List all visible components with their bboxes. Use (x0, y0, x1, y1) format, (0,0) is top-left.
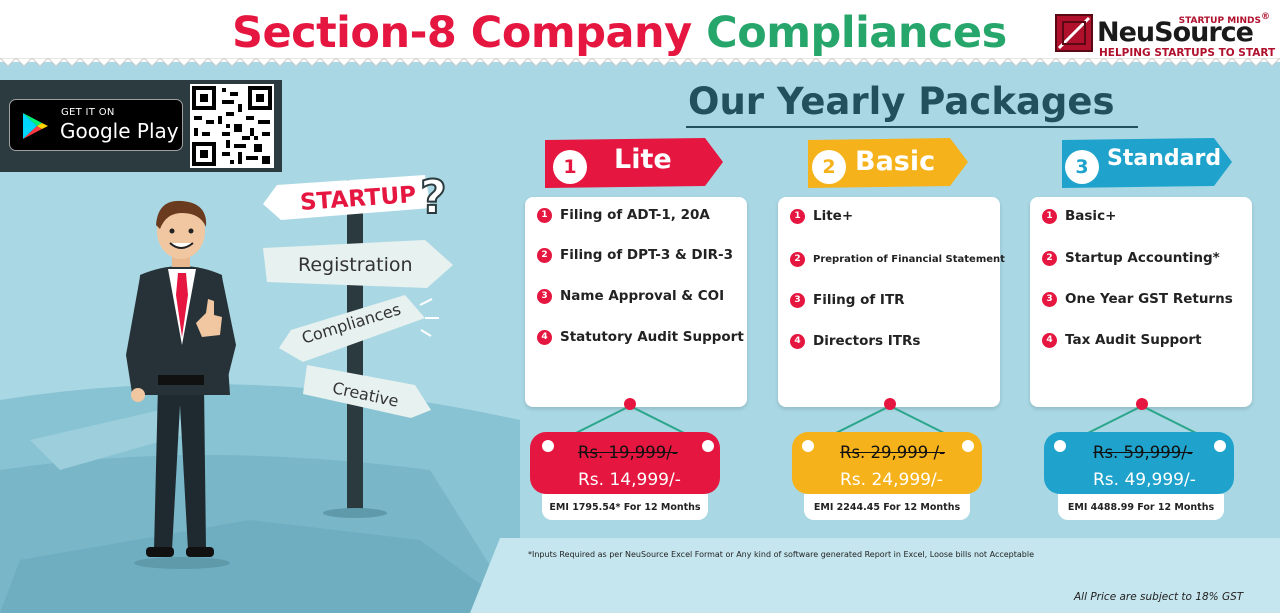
packages-title: Our Yearly Packages (688, 80, 1115, 123)
packages-underline (686, 126, 1138, 128)
list-item: 4 Statutory Audit Support (537, 329, 744, 345)
title-part-1: Section-8 Company (232, 8, 692, 58)
plan-basic-name: Basic (855, 146, 936, 177)
plan-lite-banner (545, 138, 723, 188)
plan-basic-number: 2 (812, 150, 846, 184)
list-item: 2 Filing of DPT-3 & DIR-3 (537, 247, 733, 263)
businessman-illustration (126, 200, 236, 569)
list-item: 4 Directors ITRs (790, 333, 920, 349)
plan-lite-name: Lite (614, 144, 672, 175)
list-item: 2 Startup Accounting* (1042, 250, 1220, 266)
plan-lite-old-price: Rs. 19,999/- (578, 443, 678, 462)
list-item: 3 Filing of ITR (790, 292, 905, 308)
plan-standard-card: 1 Basic+ 2 Startup Accounting* 3 One Year G… (1030, 197, 1252, 407)
qr-code-icon[interactable] (190, 84, 274, 168)
zigzag-divider (0, 58, 1280, 67)
list-item: 3 One Year GST Returns (1042, 291, 1233, 307)
plan-basic-new-price: Rs. 24,999/- (840, 470, 943, 490)
google-play-icon (23, 113, 48, 139)
google-play-big-text: Google Play (60, 119, 179, 143)
list-item: 4 Tax Audit Support (1042, 332, 1202, 348)
plan-lite-price-dots (542, 440, 714, 452)
plan-standard-name: Standard (1107, 146, 1222, 171)
list-item: 3 Name Approval & COI (537, 288, 724, 304)
plan-standard-number: 3 (1065, 150, 1099, 184)
plan-basic-old-price: Rs. 29,999 /- (840, 443, 946, 462)
footnote: *Inputs Required as per NeuSource Excel … (528, 550, 1034, 559)
google-play-small-text: GET IT ON (61, 107, 115, 118)
list-item: 1 Basic+ (1042, 208, 1116, 224)
plan-standard-banner (1062, 138, 1232, 188)
plan-basic-emi: EMI 2244.45 For 12 Months (804, 494, 970, 520)
list-item: 1 Lite+ (790, 208, 853, 224)
plan-lite-new-price: Rs. 14,999/- (578, 470, 681, 490)
list-item: 2 Prepration of Financial Statement (790, 252, 1005, 267)
plan-lite-emi: EMI 1795.54* For 12 Months (542, 494, 708, 520)
question-mark-icon: ? (419, 169, 448, 225)
signpost-illustration (263, 175, 453, 518)
footer-band (470, 538, 1280, 613)
logo-tagline: HELPING STARTUPS TO START (1099, 47, 1276, 59)
plan-standard-price-dots (1054, 440, 1226, 452)
gst-note: All Price are subject to 18% GST (1074, 591, 1244, 603)
plan-lite-card: 1 Filing of ADT-1, 20A 2 Filing of DPT-3 &… (525, 197, 747, 407)
plan-standard-old-price: Rs. 59,999/- (1093, 443, 1193, 462)
plan-lite-number: 1 (553, 150, 587, 184)
list-item: 1 Filing of ADT-1, 20A (537, 207, 710, 223)
logo-name: NeuSource (1097, 17, 1254, 48)
page-title: Section-8 Company Compliances (232, 8, 1007, 58)
google-play-button[interactable]: GET IT ON Google Play (9, 99, 183, 151)
plan-basic-price-box (792, 432, 982, 494)
plan-standard-price-box (1044, 432, 1234, 494)
plan-standard-emi: EMI 4488.99 For 12 Months (1058, 494, 1224, 520)
neusource-logo[interactable]: STARTUP MINDS® NeuSource HELPING STARTUP… (1055, 12, 1275, 59)
plan-basic-card: 1 Lite+ 2 Prepration of Financial Statemen… (778, 197, 1005, 407)
plan-basic-banner (808, 138, 968, 188)
plan-basic-price-dots (802, 440, 974, 452)
plan-standard-new-price: Rs. 49,999/- (1093, 470, 1196, 490)
sign-registration: Registration (298, 254, 413, 276)
plan-lite-price-box (530, 432, 720, 494)
logo-top-text: STARTUP MINDS® (1178, 12, 1270, 26)
logo-mark-icon (1055, 14, 1093, 52)
title-part-2: Compliances (706, 8, 1007, 58)
